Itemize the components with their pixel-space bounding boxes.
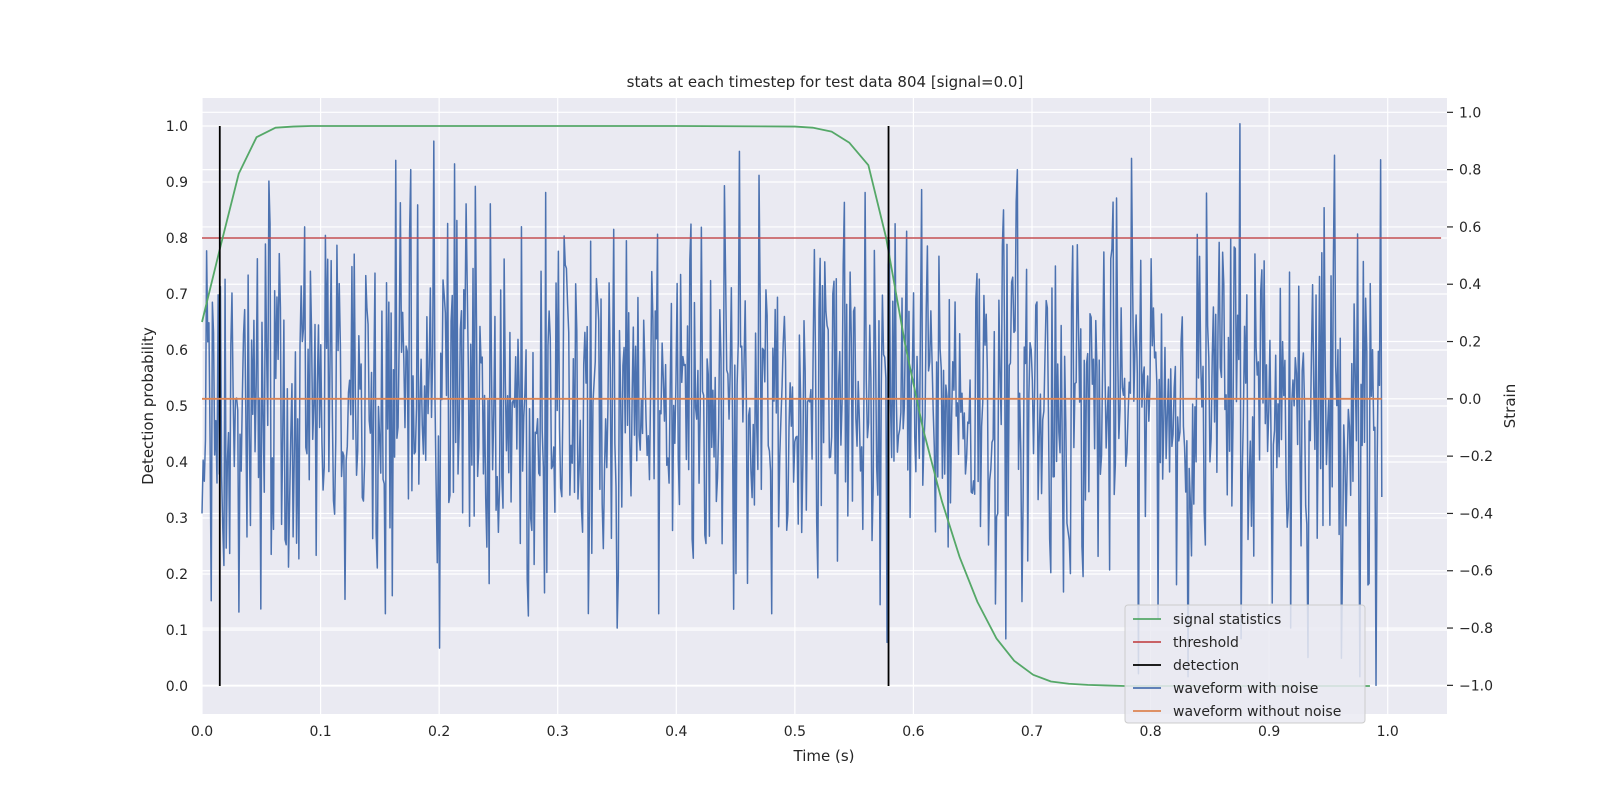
y2-tick-label: 0.2 (1459, 335, 1481, 351)
x-tick-label: 1.0 (1377, 724, 1399, 740)
legend-entry: detection (1173, 658, 1239, 674)
y-tick-label: 0.2 (166, 567, 188, 583)
legend-entry: waveform with noise (1173, 681, 1318, 697)
x-tick-label: 0.7 (1021, 724, 1043, 740)
y2-tick-label: 0.8 (1459, 163, 1481, 179)
left-axis-ticks: 0.0 0.1 0.2 0.3 0.4 0.5 0.6 0.7 0.8 0.9 1.0 (166, 119, 188, 695)
y2-tick-label: 0.4 (1459, 277, 1481, 293)
legend: signal statistics threshold detection wavef… (1124, 604, 1366, 724)
y2-tick-label: −1.0 (1459, 678, 1493, 694)
y-axis-label: Detection probability (139, 327, 157, 485)
y-tick-label: 0.5 (166, 399, 188, 415)
x-tick-label: 0.3 (547, 724, 569, 740)
x-tick-label: 0.6 (902, 724, 924, 740)
legend-entry: threshold (1173, 635, 1239, 651)
y-tick-label: 0.6 (166, 343, 188, 359)
y2-tick-label: −0.2 (1459, 449, 1493, 465)
x-tick-label: 0.5 (784, 724, 806, 740)
y-tick-label: 0.8 (166, 231, 188, 247)
x-tick-label: 0.0 (191, 724, 213, 740)
series-signal-statistics (201, 125, 1370, 687)
y2-axis-label: Strain (1501, 384, 1519, 428)
legend-box (1124, 604, 1366, 724)
x-tick-label: 0.4 (665, 724, 687, 740)
y-tick-label: 0.4 (166, 455, 188, 471)
y-tick-label: 0.0 (166, 679, 188, 695)
y-tick-label: 1.0 (166, 119, 188, 135)
x-axis-ticks: 0.0 0.1 0.2 0.3 0.4 0.5 0.6 0.7 0.8 0.9 1.0 (191, 724, 1399, 740)
y2-tick-label: 1.0 (1459, 105, 1481, 121)
series-waveform-with-noise (201, 123, 1383, 687)
y-tick-label: 0.1 (166, 623, 188, 639)
y-tick-label: 0.7 (166, 287, 188, 303)
x-tick-label: 0.2 (428, 724, 450, 740)
y2-tick-label: 0.0 (1459, 392, 1481, 408)
y-tick-label: 0.9 (166, 175, 188, 191)
y2-tick-label: −0.4 (1459, 506, 1493, 522)
x-axis-label: Time (s) (793, 747, 855, 765)
y-tick-label: 0.3 (166, 511, 188, 527)
right-axis-ticks: −1.0 −0.8 −0.6 −0.4 −0.2 0.0 0.2 0.4 0.6 0.8 1.0 (1447, 105, 1493, 694)
y2-tick-label: −0.6 (1459, 564, 1493, 580)
legend-entry: waveform without noise (1173, 704, 1341, 720)
x-tick-label: 0.8 (1139, 724, 1161, 740)
legend-entry: signal statistics (1173, 612, 1281, 628)
y2-tick-label: 0.6 (1459, 220, 1481, 236)
x-tick-label: 0.1 (309, 724, 331, 740)
y2-tick-label: −0.8 (1459, 621, 1493, 637)
x-tick-label: 0.9 (1258, 724, 1280, 740)
plot-lines (201, 123, 1442, 687)
chart-title: stats at each timestep for test data 804… (627, 73, 1024, 91)
